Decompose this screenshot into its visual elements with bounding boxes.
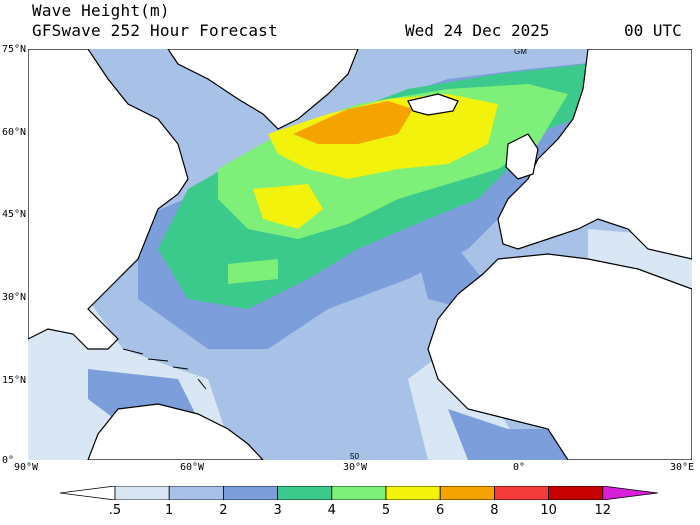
lon-label-90w: 90°W [14, 462, 39, 473]
colorbar-label: 8 [490, 503, 499, 518]
africa [427, 253, 692, 460]
colorbar-label: 10 [540, 503, 557, 518]
colorbar-label: 3 [273, 503, 282, 518]
wave-band-6m [293, 101, 413, 144]
wave-height-map: GM 50 [28, 49, 692, 460]
north-america [28, 49, 189, 350]
colorbar-segment [493, 486, 549, 500]
map-canvas: GM 50 [28, 49, 692, 460]
south-america [87, 403, 264, 460]
colorbar-segment [385, 486, 441, 500]
colorbar-segment [222, 486, 278, 500]
colorbar-segment [439, 486, 495, 500]
lon-label-30e: 30°E [670, 462, 695, 473]
colorbar-segment [168, 486, 224, 500]
colorbar-segment [602, 486, 658, 500]
colorbar [60, 486, 658, 500]
lon-label-30w: 30°W [343, 462, 368, 473]
lon-label-0: 0° [513, 462, 526, 473]
map-mark-50: 50 [350, 452, 359, 460]
colorbar-segment [331, 486, 387, 500]
lon-label-60w: 60°W [180, 462, 205, 473]
wave-band-4m-south [228, 259, 278, 284]
forecast-date: Wed 24 Dec 2025 [405, 21, 550, 40]
map-mark-gm: GM [514, 49, 527, 56]
lat-label-60n: 60°N [2, 127, 27, 138]
colorbar-label: 5 [381, 503, 391, 518]
colorbar-label: 2 [219, 503, 228, 518]
iceland [407, 93, 459, 116]
colorbar-segment [277, 486, 333, 500]
colorbar-label: 12 [594, 503, 612, 518]
lat-label-30n: 30°N [2, 292, 27, 303]
colorbar-label: .5 [108, 503, 122, 518]
forecast-time: 00 UTC [624, 21, 682, 40]
map-subtitle: GFSwave 252 Hour Forecast [32, 21, 278, 40]
lat-label-15n: 15°N [2, 375, 27, 386]
colorbar-label: 4 [327, 503, 336, 518]
wave-band-2m-south [448, 409, 588, 460]
caribbean-islands [122, 348, 207, 390]
wave-band-5m-south [253, 184, 323, 229]
map-title: Wave Height(m) [32, 1, 170, 20]
greenland [167, 49, 359, 130]
lat-label-0: 0° [2, 455, 15, 466]
lat-label-45n: 45°N [2, 209, 27, 220]
colorbar-segment [60, 486, 116, 500]
colorbar-segment [548, 486, 604, 500]
british-isles [505, 133, 539, 180]
colorbar-label: 6 [436, 503, 445, 518]
lat-label-75n: 75°N [2, 44, 27, 55]
europe [497, 49, 692, 260]
colorbar-label: 1 [165, 503, 174, 518]
colorbar-segment [114, 486, 170, 500]
